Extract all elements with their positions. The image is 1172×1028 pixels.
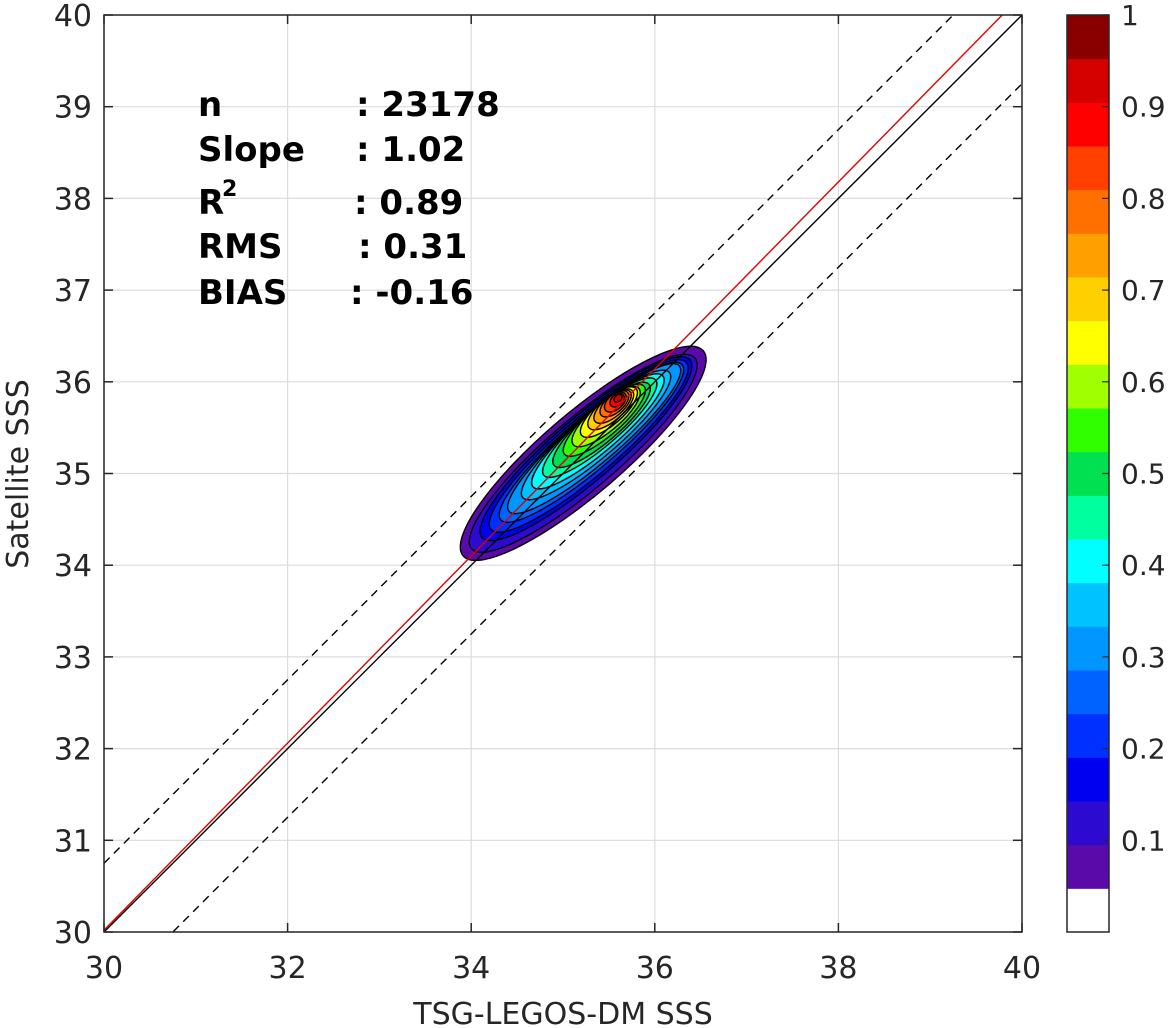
colorbar-band <box>1067 408 1109 453</box>
colorbar-band <box>1067 189 1109 234</box>
x-tick-label: 32 <box>269 951 307 986</box>
colorbar-band <box>1067 713 1109 758</box>
colorbar-tick-label: 0.6 <box>1121 366 1166 399</box>
stat-bias-label: BIAS <box>198 273 287 313</box>
x-tick-label: 36 <box>636 951 674 986</box>
y-tick-label: 31 <box>54 824 92 859</box>
colorbar-band <box>1067 146 1109 191</box>
x-tick-label: 30 <box>85 951 123 986</box>
y-tick-label: 33 <box>54 641 92 676</box>
stat-r2-label: R <box>198 183 224 223</box>
colorbar-band <box>1067 539 1109 584</box>
colorbar-band <box>1067 582 1109 627</box>
colorbar-band <box>1067 364 1109 409</box>
colorbar-tick-label: 0.7 <box>1121 274 1166 307</box>
x-tick-label: 34 <box>452 951 490 986</box>
colorbar-band <box>1067 801 1109 846</box>
y-tick-label: 36 <box>54 366 92 401</box>
x-tick-label: 40 <box>1003 951 1041 986</box>
x-tick-label: 38 <box>819 951 857 986</box>
stat-rms-value: : 0.31 <box>358 227 467 267</box>
colorbar-band <box>1067 670 1109 715</box>
colorbar-band <box>1067 626 1109 671</box>
colorbar-band <box>1067 888 1109 933</box>
colorbar-tick-label: 0.2 <box>1121 733 1166 766</box>
stat-n-value: : 23178 <box>356 85 500 125</box>
y-tick-label: 32 <box>54 733 92 768</box>
y-tick-label: 37 <box>54 274 92 309</box>
y-tick-label: 40 <box>54 0 92 34</box>
reference-lines <box>104 15 1022 932</box>
y-tick-label: 34 <box>54 549 92 584</box>
y-tick-label: 30 <box>54 916 92 951</box>
stat-slope-value: : 1.02 <box>356 130 465 170</box>
colorbar-band <box>1067 495 1109 540</box>
y-axis-title: Satellite SSS <box>1 379 36 569</box>
colorbar-tick-label: 1 <box>1121 0 1139 32</box>
colorbar-band <box>1067 233 1109 278</box>
lower-bound-line <box>171 83 1022 932</box>
regression-line <box>104 15 1004 931</box>
colorbar: 0.1 0.2 0.3 0.4 0.5 0.6 0.7 0.8 0.9 1 <box>1066 0 1166 933</box>
colorbar-band <box>1067 320 1109 365</box>
stats-box: n : 23178 Slope : 1.02 R 2 : 0.89 RMS : … <box>198 85 500 313</box>
y-tick-label: 38 <box>54 182 92 217</box>
colorbar-tick-label: 0.1 <box>1121 824 1166 857</box>
colorbar-tick-label: 0.8 <box>1121 182 1166 215</box>
x-axis-title: TSG-LEGOS-DM SSS <box>412 997 713 1028</box>
colorbar-band <box>1067 15 1109 60</box>
stat-r2-value: : 0.89 <box>354 183 463 223</box>
colorbar-band <box>1067 844 1109 889</box>
axis-ticks: 30 32 34 36 38 40 30 31 32 33 34 35 36 37 38 39 40 <box>54 0 1041 986</box>
stat-bias-value: : -0.16 <box>350 273 473 313</box>
colorbar-tick-label: 0.9 <box>1121 91 1166 124</box>
grid <box>103 14 1023 933</box>
stat-r2-superscript: 2 <box>222 177 237 202</box>
colorbar-band <box>1067 58 1109 103</box>
colorbar-tick-label: 0.4 <box>1121 549 1166 582</box>
stat-slope-label: Slope <box>198 130 305 170</box>
colorbar-tick-label: 0.3 <box>1121 641 1166 674</box>
y-tick-label: 39 <box>54 91 92 126</box>
colorbar-band <box>1067 102 1109 147</box>
colorbar-band <box>1067 277 1109 322</box>
y-tick-label: 35 <box>54 458 92 493</box>
stat-n-label: n <box>198 85 222 125</box>
density-contour-level <box>613 393 623 403</box>
stat-rms-label: RMS <box>198 227 283 267</box>
upper-bound-line <box>104 15 955 864</box>
colorbar-tick-label: 0.5 <box>1121 458 1166 491</box>
colorbar-band <box>1067 757 1109 802</box>
identity-line <box>104 15 1022 932</box>
